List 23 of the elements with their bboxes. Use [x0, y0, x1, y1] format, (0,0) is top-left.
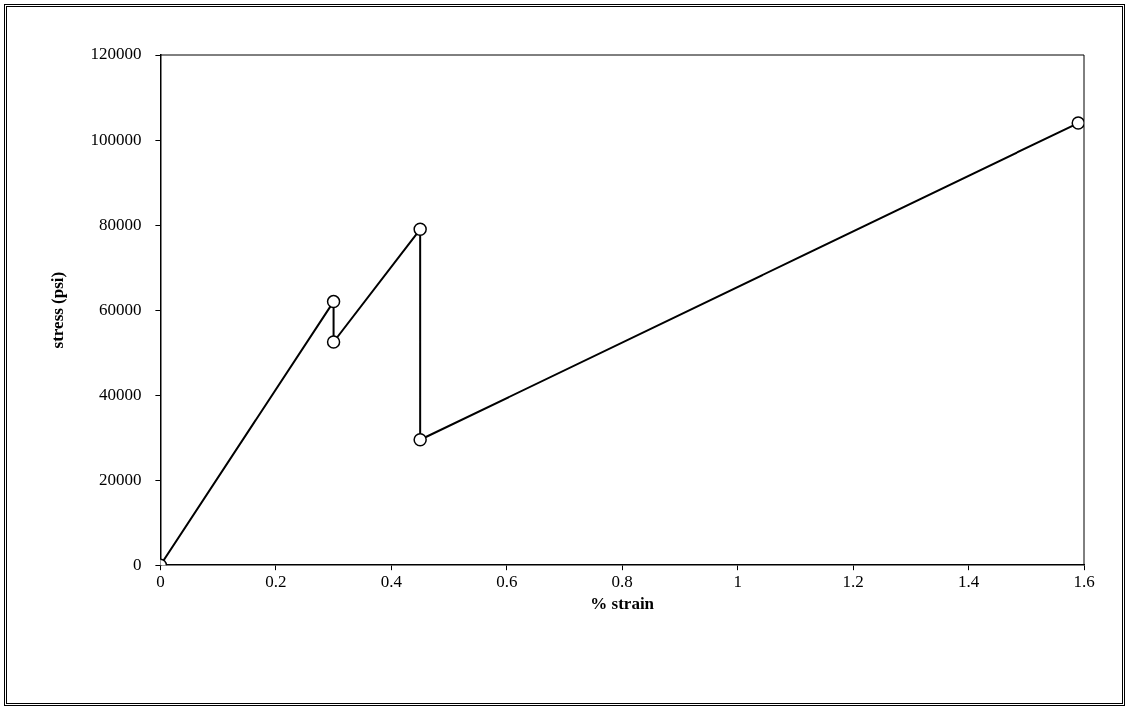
y-tick-label: 80000	[98, 214, 142, 234]
x-tick-label: 0.4	[380, 571, 403, 591]
y-tick-label: 100000	[90, 129, 142, 149]
x-tick-label: 0.6	[496, 571, 518, 591]
y-tick-label: 0	[132, 554, 142, 574]
y-tick-label: 120000	[90, 44, 142, 64]
x-tick-label: 0	[156, 571, 165, 591]
x-tick-label: 1	[733, 571, 742, 591]
x-tick-label: 1.4	[957, 571, 980, 591]
point	[413, 433, 427, 447]
x-tick-label: 1.6	[1073, 571, 1095, 591]
x-tick-label: 0.8	[611, 571, 633, 591]
y-tick-label: 60000	[98, 299, 142, 319]
x-tick-label: 1.2	[842, 571, 864, 591]
y-tick-label: 20000	[98, 469, 142, 489]
y-tick-label: 40000	[98, 384, 142, 404]
point	[326, 335, 341, 349]
x-axis-title: % strain	[590, 594, 655, 614]
point	[1071, 116, 1084, 130]
point	[326, 294, 341, 309]
x-tick-label: 0.2	[265, 571, 287, 591]
point	[413, 222, 427, 237]
y-axis-title: stress (psi)	[47, 271, 67, 349]
